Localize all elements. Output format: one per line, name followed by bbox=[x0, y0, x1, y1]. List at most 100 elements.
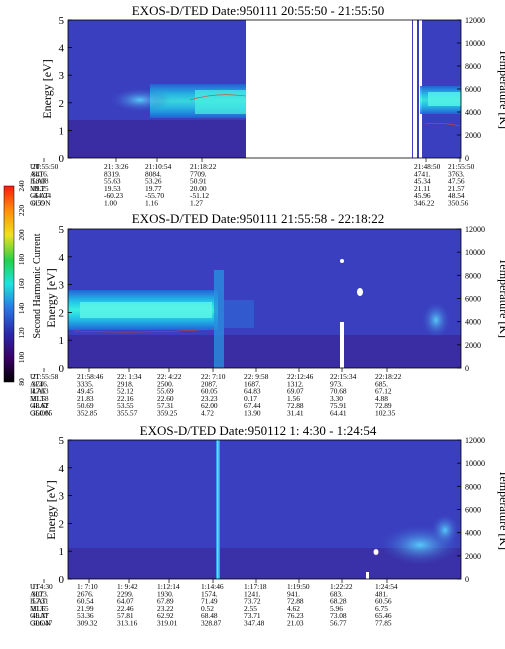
p1-table-cell: 58.08 bbox=[32, 177, 49, 186]
p2-table-cell: 3335. bbox=[77, 379, 94, 388]
panel-2-y2label: Temperature [K] bbox=[497, 258, 505, 338]
p2-table-cell: 53.55 bbox=[117, 401, 134, 410]
panel-3-temperature-axis: 0 2000 4000 6000 8000 10000 12000 bbox=[457, 436, 485, 584]
colorbar-ticks: 80 100 120 140 160 180 200 220 240 bbox=[17, 180, 26, 386]
colorbar-gradient bbox=[3, 185, 15, 383]
p2-temperature-tick-label: 12000 bbox=[465, 225, 485, 234]
p2-table-cell: 1312. bbox=[287, 379, 304, 388]
p3-table-cell: 0.52 bbox=[201, 604, 214, 613]
p2-table-row-label: ALT bbox=[30, 379, 44, 388]
p3-table-cell: 1:22:22 bbox=[330, 582, 353, 591]
p2-energy-tick-label: 0 bbox=[59, 363, 65, 375]
p1-temperature-tick-label: 2000 bbox=[465, 131, 481, 140]
p3-energy-tick-label: 0 bbox=[59, 574, 65, 586]
p2-temperature-tick-label: 8000 bbox=[465, 271, 481, 280]
p3-table-row-label: UT bbox=[30, 582, 40, 591]
p2-table-cell: 47.63 bbox=[32, 387, 49, 396]
p1-table-row-label: GLAT bbox=[30, 191, 49, 200]
colorbar-tick-label: 240 bbox=[17, 180, 26, 192]
p3-table-cell: 347.48 bbox=[244, 619, 265, 628]
colorbar: 80 100 120 140 160 180 200 220 240 Second Harmon… bbox=[3, 180, 43, 386]
p3-table-cell: 1: 4:30 bbox=[32, 582, 53, 591]
p3-table-cell: 22.46 bbox=[117, 604, 134, 613]
p3-temperature-tick-label: 2000 bbox=[465, 552, 481, 561]
p3-table-cell: 1:12:14 bbox=[157, 582, 180, 591]
p1-energy-tick-label: 4 bbox=[59, 43, 65, 55]
p1-table-cell: 8084. bbox=[145, 169, 162, 178]
colorbar-tick-label: 160 bbox=[17, 278, 26, 290]
p2-table-cell: 4.88 bbox=[375, 394, 388, 403]
p3-table-cell: 53.36 bbox=[77, 611, 94, 620]
p3-table-cell: 60.54 bbox=[77, 597, 94, 606]
p1-table-cell: -60.23 bbox=[104, 191, 123, 200]
panel-1-y2label: Temperature [K] bbox=[497, 49, 505, 129]
p3-table-cell: 73.72 bbox=[244, 597, 261, 606]
p1-temperature-tick-label: 8000 bbox=[465, 62, 481, 71]
p3-table-cell: 2299. bbox=[117, 589, 134, 598]
p1-table-cell: 55.63 bbox=[104, 177, 121, 186]
p2-table-cell: 60.05 bbox=[201, 387, 218, 396]
p3-table-cell: 1574. bbox=[201, 589, 218, 598]
p2-table-cell: 0.17 bbox=[244, 394, 257, 403]
p1-table-cell: 21: 3:26 bbox=[104, 162, 129, 171]
p2-table-cell: 62.00 bbox=[201, 401, 218, 410]
p2-table-cell: 57.31 bbox=[157, 401, 174, 410]
p3-table-cell: 313.16 bbox=[117, 619, 138, 628]
p2-table-cell: 22: 9:58 bbox=[244, 372, 269, 381]
p2-energy-tick-label: 2 bbox=[59, 307, 65, 319]
p2-table-cell: 22:15:34 bbox=[330, 372, 357, 381]
p3-temperature-tick-label: 4000 bbox=[465, 529, 481, 538]
p3-table-cell: 71.49 bbox=[201, 597, 218, 606]
p2-table-cell: 64.41 bbox=[330, 409, 347, 418]
p2-table-row-label: ILAT bbox=[30, 387, 46, 396]
colorbar-tick-label: 220 bbox=[17, 205, 26, 217]
p2-table-cell: 21.83 bbox=[77, 394, 94, 403]
p2-table-row-label: GLAT bbox=[30, 401, 49, 410]
p3-table-cell: 67.89 bbox=[157, 597, 174, 606]
p1-temperature-tick-label: 6000 bbox=[465, 85, 481, 94]
p1-table-cell: 21:18:22 bbox=[190, 162, 217, 171]
panel-3-plot-area bbox=[68, 440, 461, 579]
p1-table-cell: 1.16 bbox=[145, 199, 158, 208]
p1-temperature-tick-label: 4000 bbox=[465, 108, 481, 117]
p2-table-cell: 50.69 bbox=[77, 401, 94, 410]
p3-temperature-tick-label: 0 bbox=[465, 575, 469, 584]
panel-1: EXOS-D/TED Date:950111 20:55:50 - 21:55:… bbox=[30, 3, 505, 208]
p2-table-row-label: MLT bbox=[30, 394, 45, 403]
p3-table-cell: 21.99 bbox=[77, 604, 94, 613]
p2-table-cell: 49.45 bbox=[77, 387, 94, 396]
p3-table-cell: 76.23 bbox=[287, 611, 304, 620]
panel-2: EXOS-D/TED Date:950111 21:55:58 - 22:18:… bbox=[30, 211, 505, 418]
p3-table-cell: 941. bbox=[287, 589, 300, 598]
p3-table-cell: 1930. bbox=[157, 589, 174, 598]
p2-table-cell: 72.88 bbox=[287, 401, 304, 410]
p1-table-row-label: GLON bbox=[30, 199, 51, 208]
p3-table-cell: 21.65 bbox=[32, 604, 49, 613]
p2-table-cell: 352.85 bbox=[77, 409, 98, 418]
p3-table-cell: 1241. bbox=[244, 589, 261, 598]
p3-table-cell: 65.46 bbox=[375, 611, 392, 620]
panel-2-plot-area bbox=[68, 229, 461, 368]
p1-table-cell: -51.12 bbox=[190, 191, 209, 200]
p2-table-cell: 22:12:46 bbox=[287, 372, 314, 381]
p1-table-cell: 8319. bbox=[104, 169, 121, 178]
p3-temperature-tick-label: 12000 bbox=[465, 436, 485, 445]
p2-table-cell: 13.90 bbox=[244, 409, 261, 418]
p1-table-cell: 1.00 bbox=[104, 199, 117, 208]
p2-table-cell: 22.60 bbox=[157, 394, 174, 403]
p3-table-row-label: ILAT bbox=[30, 597, 46, 606]
p2-table-cell: 4.72 bbox=[201, 409, 214, 418]
colorbar-tick-label: 120 bbox=[17, 327, 26, 339]
p1-table-cell: 3763. bbox=[448, 169, 465, 178]
p3-table-cell: 2676. bbox=[77, 589, 94, 598]
p2-table-cell: 973. bbox=[330, 379, 343, 388]
p1-table-row-label: UT bbox=[30, 162, 40, 171]
p2-table-cell: 2500. bbox=[157, 379, 174, 388]
p3-table-cell: 683. bbox=[330, 589, 343, 598]
p1-temperature-tick-label: 0 bbox=[465, 154, 469, 163]
p3-table-cell: 319.01 bbox=[157, 619, 178, 628]
p2-energy-tick-label: 4 bbox=[59, 252, 65, 264]
p2-table-cell: 685. bbox=[375, 379, 388, 388]
p1-table-cell: 48.54 bbox=[448, 191, 465, 200]
p1-table-cell: -55.70 bbox=[145, 191, 164, 200]
